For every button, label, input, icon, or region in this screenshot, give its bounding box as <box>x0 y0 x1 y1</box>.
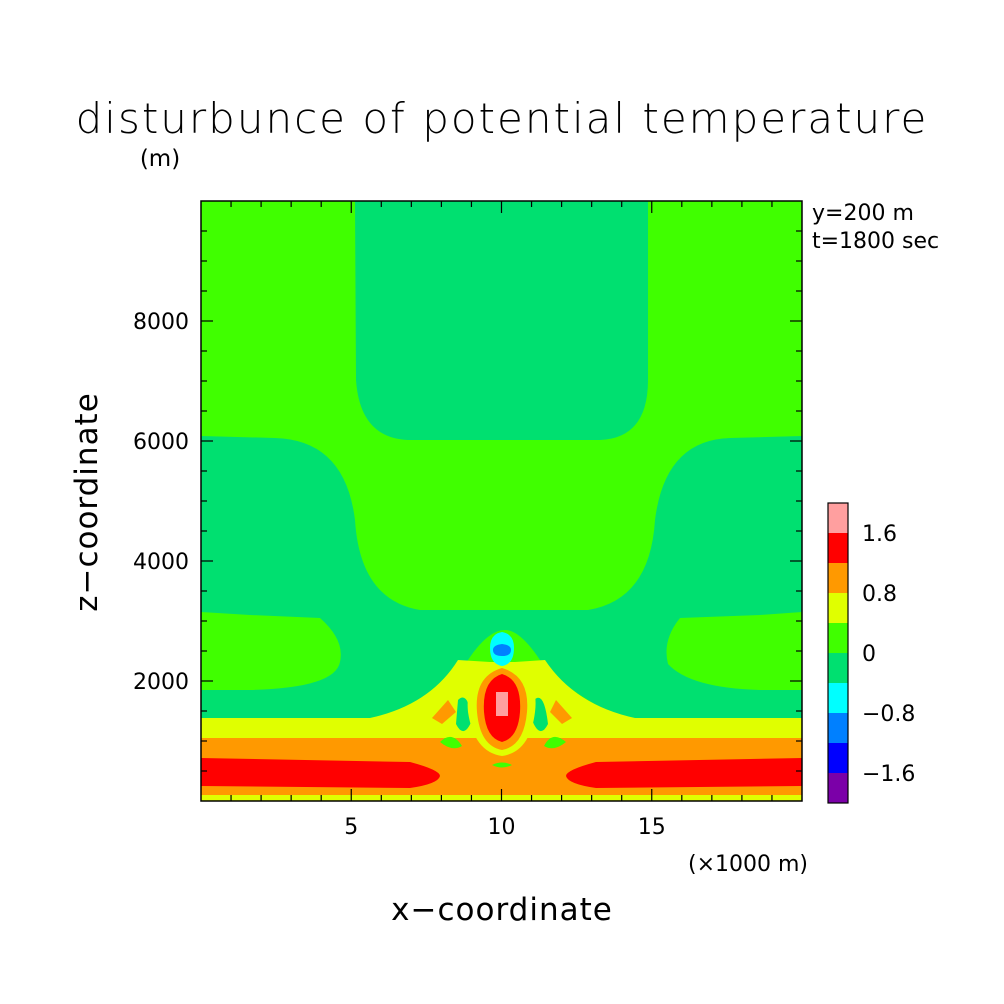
annotation-t: t=1800 sec <box>812 229 939 254</box>
band-neg-upper <box>355 201 648 440</box>
chart-title: disturbunce of potential temperature <box>76 94 929 143</box>
colorbar-swatch <box>828 743 848 773</box>
x-axis-unit: (×1000 m) <box>688 852 808 877</box>
y-tick-label: 6000 <box>133 430 189 455</box>
colorbar-label: 0 <box>862 642 876 667</box>
colorbar-swatch <box>828 563 848 593</box>
ripple-neg-right <box>532 697 548 732</box>
colorbar-swatch <box>828 713 848 743</box>
colorbar-label: 0.8 <box>862 582 897 607</box>
colorbar <box>827 502 849 804</box>
x-axis-tick-labels: 5 10 15 <box>344 815 666 840</box>
x-tick-label: 15 <box>638 815 666 840</box>
band-low-red-right <box>566 758 802 788</box>
x-axis-label: x−coordinate <box>391 892 613 928</box>
annotation-y: y=200 m <box>812 201 914 226</box>
colorbar-labels: 1.6 0.8 0 −0.8 −1.6 <box>862 522 915 787</box>
y-tick-label: 8000 <box>133 310 189 335</box>
ripple-green-right <box>544 736 566 749</box>
y-axis-ticks <box>201 230 802 772</box>
band-neg-mid <box>201 436 802 720</box>
colorbar-frame <box>827 502 849 804</box>
y-tick-label: 2000 <box>133 670 189 695</box>
ripple-green-left <box>440 736 462 749</box>
ripple-left <box>432 700 456 724</box>
colorbar-swatch <box>828 503 848 533</box>
colorbar-swatch <box>828 683 848 713</box>
colorbar-swatch <box>828 593 848 623</box>
ripple-right <box>550 700 572 724</box>
bubble-blue <box>493 644 511 656</box>
x-tick-label: 10 <box>488 815 516 840</box>
x-axis-ticks <box>230 201 773 801</box>
y-tick-label: 4000 <box>133 550 189 575</box>
colorbar-swatch <box>828 773 848 803</box>
plume-green-dot <box>492 762 512 768</box>
y-axis-unit: (m) <box>140 146 180 172</box>
plot-area <box>201 201 802 801</box>
band-low-red-left <box>201 758 440 788</box>
colorbar-label: −0.8 <box>862 702 915 727</box>
y-axis-tick-labels: 2000 4000 6000 8000 <box>133 310 189 695</box>
colorbar-swatch <box>828 653 848 683</box>
plume-pink <box>496 692 508 716</box>
colorbar-label: −1.6 <box>862 762 915 787</box>
colorbar-swatch <box>828 533 848 563</box>
x-tick-label: 5 <box>344 815 358 840</box>
colorbar-swatch <box>828 623 848 653</box>
colorbar-label: 1.6 <box>862 522 897 547</box>
y-axis-label: z−coordinate <box>69 392 105 612</box>
